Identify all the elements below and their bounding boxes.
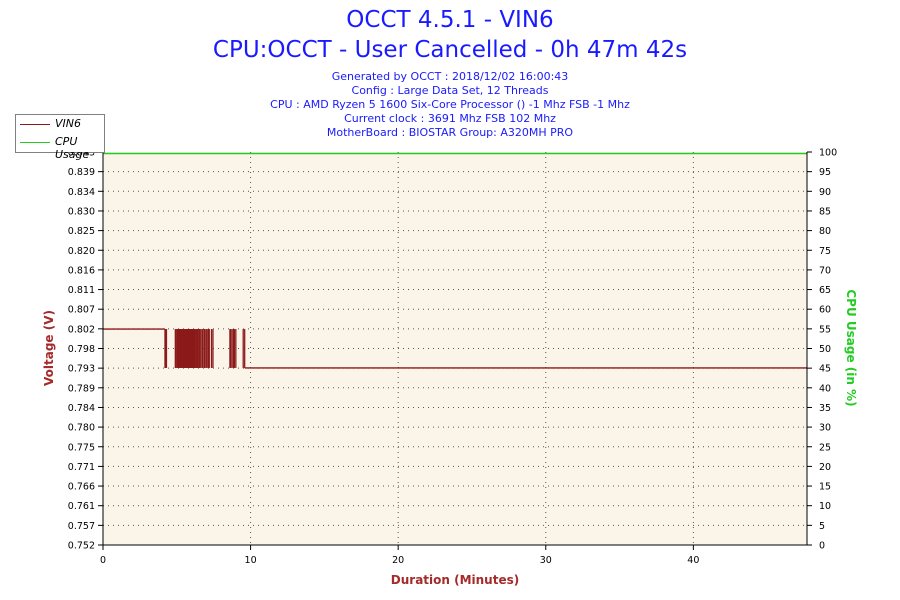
plot-background xyxy=(103,152,807,545)
y2-tick-label: 25 xyxy=(819,442,831,453)
y2-tick-label: 85 xyxy=(819,206,831,217)
y-tick-label: 0.839 xyxy=(68,167,95,178)
y2-tick-label: 55 xyxy=(819,324,831,335)
y2-tick-label: 0 xyxy=(819,541,825,552)
series-vin6-dense-block xyxy=(176,329,201,368)
y2-tick-label: 75 xyxy=(819,246,831,257)
y2-tick-label: 70 xyxy=(819,265,831,276)
y2-tick-label: 10 xyxy=(819,501,831,512)
legend-swatch-vin6 xyxy=(20,124,50,125)
info-motherboard: MotherBoard : BIOSTAR Group: A320MH PRO xyxy=(326,126,574,139)
y2-axis-title: CPU Usage (in %) xyxy=(844,289,858,406)
y-tick-label: 0.843 xyxy=(68,148,95,159)
y2-tick-label: 60 xyxy=(819,305,831,316)
legend-label-vin6: VIN6 xyxy=(55,117,81,130)
y2-tick-label: 15 xyxy=(819,482,831,493)
y-tick-label: 0.830 xyxy=(68,206,95,217)
y-tick-label: 0.752 xyxy=(68,541,95,552)
y-axis-title: Voltage (V) xyxy=(42,310,56,386)
y-tick-label: 0.757 xyxy=(68,521,95,532)
y-tick-label: 0.784 xyxy=(68,403,95,414)
y-tick-label: 0.811 xyxy=(68,285,95,296)
y2-tick-label: 30 xyxy=(819,423,831,434)
legend-item-vin6: VIN6 xyxy=(16,116,104,132)
chart-subtitle: CPU:OCCT - User Cancelled - 0h 47m 42s xyxy=(212,37,688,63)
y2-tick-label: 65 xyxy=(819,285,831,296)
chart-title: OCCT 4.5.1 - VIN6 xyxy=(346,7,554,33)
y2-tick-label: 100 xyxy=(819,148,837,159)
x-tick-label: 30 xyxy=(540,555,552,566)
y-tick-label: 0.761 xyxy=(68,501,95,512)
x-tick-label: 20 xyxy=(392,555,404,566)
y-tick-label: 0.807 xyxy=(68,305,95,316)
y2-tick-label: 45 xyxy=(819,364,831,375)
x-axis-title: Duration (Minutes) xyxy=(391,573,519,587)
legend-label-cpu-usage: CPU Usage xyxy=(55,135,90,161)
y2-tick-label: 80 xyxy=(819,226,831,237)
y-tick-label: 0.834 xyxy=(68,187,95,198)
y-tick-label: 0.775 xyxy=(68,442,95,453)
y2-tick-label: 95 xyxy=(819,167,831,178)
info-generated: Generated by OCCT : 2018/12/02 16:00:43 xyxy=(331,70,569,83)
y-tick-label: 0.820 xyxy=(68,246,95,257)
x-tick-label: 40 xyxy=(687,555,699,566)
y-tick-label: 0.802 xyxy=(68,324,95,335)
y2-tick-label: 20 xyxy=(819,462,831,473)
y2-tick-label: 40 xyxy=(819,383,831,394)
y-tick-label: 0.766 xyxy=(68,482,95,493)
y2-tick-label: 50 xyxy=(819,344,831,355)
y-tick-label: 0.771 xyxy=(68,462,95,473)
info-cpu: CPU : AMD Ryzen 5 1600 Six-Core Processo… xyxy=(270,98,630,111)
y2-tick-label: 5 xyxy=(819,521,825,532)
y-tick-label: 0.793 xyxy=(68,364,95,375)
y-tick-label: 0.825 xyxy=(68,226,95,237)
x-tick-label: 10 xyxy=(245,555,257,566)
y-tick-label: 0.780 xyxy=(68,423,95,434)
y-tick-label: 0.798 xyxy=(68,344,95,355)
legend-swatch-cpu-usage xyxy=(20,142,50,143)
legend: VIN6 CPU Usage xyxy=(15,114,105,161)
y-tick-label: 0.816 xyxy=(68,265,95,276)
info-config: Config : Large Data Set, 12 Threads xyxy=(351,84,549,97)
y-tick-label: 0.789 xyxy=(68,383,95,394)
x-tick-label: 0 xyxy=(100,555,106,566)
y2-tick-label: 90 xyxy=(819,187,831,198)
legend-item-cpu-usage: CPU Usage xyxy=(16,134,104,161)
info-clock: Current clock : 3691 Mhz FSB 102 Mhz xyxy=(344,112,556,125)
y2-tick-label: 35 xyxy=(819,403,831,414)
